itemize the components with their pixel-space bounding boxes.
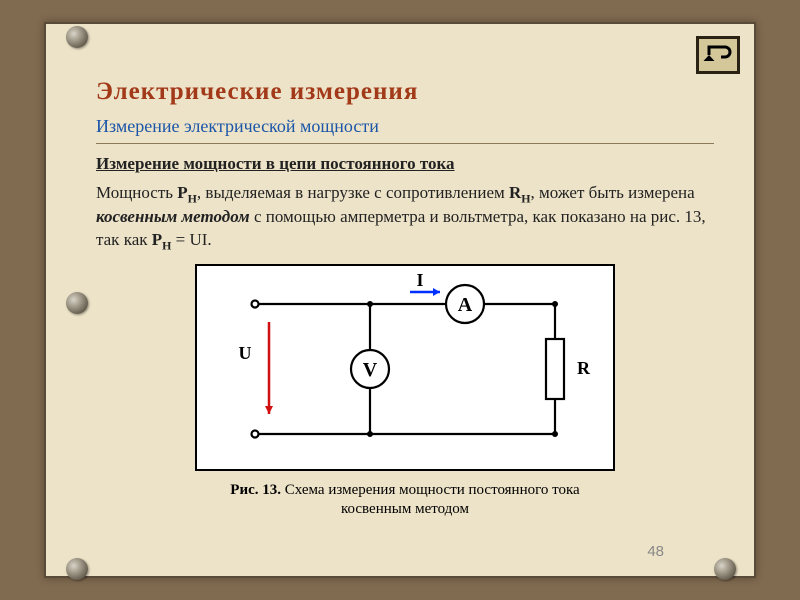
caption-text-2: косвенным методом (341, 501, 469, 517)
svg-text:I: I (416, 274, 423, 290)
rivet-decoration (714, 558, 736, 580)
content-area: Электрические измерения Измерение электр… (46, 24, 754, 540)
circuit-diagram: A V I U R (215, 274, 595, 454)
rivet-decoration (66, 26, 88, 48)
rivet-decoration (66, 558, 88, 580)
figure-caption: Рис. 13. Схема измерения мощности постоя… (96, 481, 714, 520)
symbol-P: PН (177, 183, 197, 202)
page-subtitle: Измерение электрической мощности (96, 116, 714, 137)
symbol-P-eq: PН (152, 230, 172, 249)
slide-frame: Электрические измерения Измерение электр… (44, 22, 756, 578)
return-arrow-icon (703, 43, 733, 67)
body-text-part: , выделяемая в нагрузке с сопротивлением (197, 183, 509, 202)
body-paragraph: Мощность PН, выделяемая в нагрузке с соп… (96, 182, 714, 254)
divider (96, 143, 714, 144)
page-title: Электрические измерения (96, 78, 714, 106)
rivet-decoration (66, 292, 88, 314)
svg-text:A: A (458, 294, 473, 316)
symbol-R: RН (509, 183, 531, 202)
svg-text:U: U (239, 343, 252, 363)
return-button[interactable] (696, 36, 740, 74)
body-text-part: , может быть измерена (531, 183, 695, 202)
svg-text:V: V (363, 359, 378, 381)
section-heading: Измерение мощности в цепи постоянного то… (96, 154, 714, 174)
svg-text:R: R (577, 358, 591, 378)
caption-lead: Рис. 13. (230, 482, 281, 498)
body-text-part: = UI. (171, 230, 211, 249)
body-text-part: Мощность (96, 183, 177, 202)
circuit-figure: A V I U R (195, 264, 615, 471)
figure-wrapper: A V I U R Рис. 13. Схема измерения мощности … (96, 264, 714, 520)
caption-text: Схема измерения мощности постоянного ток… (281, 482, 580, 498)
page-number: 48 (647, 543, 664, 560)
method-phrase: косвенным методом (96, 207, 250, 226)
